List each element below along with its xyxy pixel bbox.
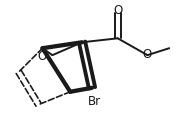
Text: O: O — [143, 48, 152, 61]
Text: O: O — [113, 4, 122, 17]
Text: Br: Br — [87, 95, 100, 108]
Text: O: O — [38, 50, 47, 63]
